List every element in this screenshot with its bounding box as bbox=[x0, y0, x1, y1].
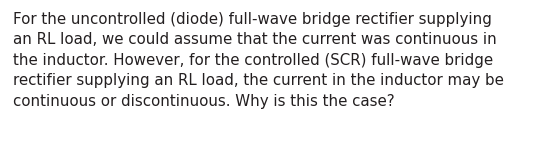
Text: For the uncontrolled (diode) full-wave bridge rectifier supplying
an RL load, we: For the uncontrolled (diode) full-wave b… bbox=[13, 12, 504, 109]
